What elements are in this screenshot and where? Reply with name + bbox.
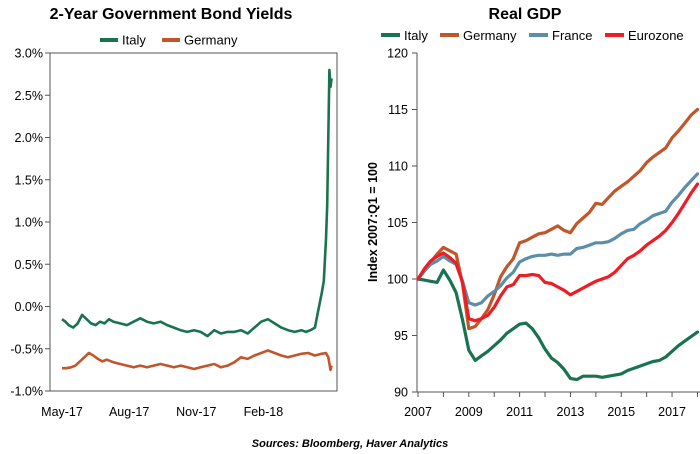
bond-y-axis: 3.0% 2.5% 2.0% 1.5% 1.0% 0.5% 0.0% -0.5% -1.0%: [10, 47, 50, 399]
source-note: Sources: Bloomberg, Haver Analytics: [252, 438, 448, 450]
gdp-legend-france-label: France: [552, 28, 592, 43]
bond-series-italy: [61, 68, 333, 338]
bond-yields-chart: 2-Year Government Bond Yields Italy Germ…: [10, 6, 338, 419]
bond-x-tick-label: Nov-17: [176, 405, 216, 419]
bond-x-tick-label: May-17: [41, 405, 83, 419]
bond-y-tick-label: 0.5%: [15, 258, 44, 272]
gdp-x-tick-label: 2013: [557, 405, 585, 419]
gdp-legend: Italy Germany France Eurozone: [381, 28, 684, 43]
gdp-legend-eurozone-label: Eurozone: [628, 28, 684, 43]
gdp-y-tick-label: 120: [387, 47, 408, 61]
gdp-series-lines: [416, 107, 700, 382]
bond-x-tick-label: Feb-18: [244, 405, 284, 419]
gdp-series-italy: [416, 268, 700, 382]
bond-y-tick-label: 2.5%: [15, 89, 44, 103]
bond-legend-italy-label: Italy: [122, 33, 146, 48]
bond-y-tick-label: 2.0%: [15, 131, 44, 145]
bond-x-tick-label: Aug-17: [109, 405, 149, 419]
gdp-y-tick-label: 110: [388, 160, 408, 174]
bond-legend: Italy Germany: [100, 33, 238, 48]
gdp-y-axis-label: Index 2007:Q1 = 100: [366, 162, 380, 282]
bond-y-tick-label: -0.5%: [10, 342, 43, 356]
gdp-y-tick-label: 90: [394, 386, 408, 400]
gdp-x-axis: 2007 2009 2011 2013 2015 2017: [404, 392, 698, 419]
gdp-x-tick-label: 2009: [455, 405, 483, 419]
gdp-legend-germany-label: Germany: [463, 28, 517, 43]
bond-y-tick-label: 1.5%: [15, 173, 44, 187]
gdp-y-tick-label: 100: [387, 273, 408, 287]
bond-chart-title: 2-Year Government Bond Yields: [50, 6, 293, 23]
gdp-x-tick-label: 2011: [506, 405, 533, 419]
bond-y-tick-label: 1.0%: [15, 216, 44, 230]
gdp-legend-italy-label: Italy: [404, 28, 428, 43]
gdp-y-axis: 120 115 110 105 100 95 90: [387, 47, 417, 400]
bond-legend-germany-label: Germany: [184, 33, 238, 48]
gdp-x-tick-label: 2007: [404, 405, 432, 419]
gdp-y-tick-label: 115: [388, 103, 408, 117]
bond-y-tick-label: 3.0%: [15, 47, 44, 61]
gdp-y-tick-label: 95: [394, 329, 408, 343]
gdp-chart-title: Real GDP: [489, 6, 562, 23]
bond-y-tick-label: 0.0%: [15, 300, 44, 314]
gdp-y-tick-label: 105: [387, 216, 408, 230]
gdp-series-eurozone: [416, 182, 700, 323]
real-gdp-chart: Real GDP Italy Germany France Eurozone I…: [366, 6, 700, 419]
gdp-series-germany: [416, 107, 700, 331]
bond-x-axis: May-17 Aug-17 Nov-17 Feb-18: [41, 405, 283, 419]
gdp-x-tick-label: 2015: [607, 405, 635, 419]
bond-plot-frame: [49, 52, 338, 392]
gdp-x-tick-label: 2017: [658, 405, 686, 419]
bond-series-lines: [61, 68, 333, 372]
bond-y-tick-label: -1.0%: [10, 385, 43, 399]
bond-series-germany: [62, 349, 333, 372]
